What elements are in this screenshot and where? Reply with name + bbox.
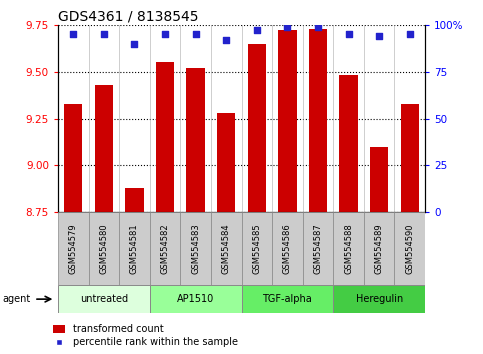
Bar [278,30,297,212]
Bar [217,113,235,212]
Point [70,31,77,37]
Text: GDS4361 / 8138545: GDS4361 / 8138545 [58,10,199,24]
Legend: transformed count, percentile rank within the sample: transformed count, percentile rank withi… [53,325,238,347]
Point [222,37,230,42]
Text: GSM554587: GSM554587 [313,223,323,274]
Text: TGF-alpha: TGF-alpha [262,294,313,304]
Bar [309,29,327,212]
Bar [400,104,419,212]
Point [375,33,383,39]
Text: GSM554589: GSM554589 [375,223,384,274]
Text: GSM554588: GSM554588 [344,223,353,274]
Bar [211,212,242,285]
Text: GSM554585: GSM554585 [252,223,261,274]
Bar [64,104,83,212]
Text: GSM554583: GSM554583 [191,223,200,274]
Bar [272,212,303,285]
Point [284,24,291,29]
Bar [95,85,113,212]
Text: GSM554579: GSM554579 [69,223,78,274]
Bar [150,285,242,313]
Text: AP1510: AP1510 [177,294,214,304]
Bar [125,188,143,212]
Bar [58,285,150,313]
Bar [186,68,205,212]
Bar [150,212,180,285]
Bar [180,212,211,285]
Point [130,41,138,46]
Bar [370,147,388,212]
Text: GSM554584: GSM554584 [222,223,231,274]
Bar [119,212,150,285]
Text: GSM554590: GSM554590 [405,223,414,274]
Bar [333,285,425,313]
Bar [242,285,333,313]
Point [406,31,413,37]
Text: GSM554580: GSM554580 [99,223,108,274]
Bar [58,212,88,285]
Bar [333,212,364,285]
Bar [340,75,358,212]
Point [253,28,261,33]
Bar [364,212,395,285]
Bar [248,44,266,212]
Text: GSM554586: GSM554586 [283,223,292,274]
Text: GSM554581: GSM554581 [130,223,139,274]
Bar [242,212,272,285]
Bar [88,212,119,285]
Point [100,31,108,37]
Bar [395,212,425,285]
Point [161,31,169,37]
Point [314,24,322,29]
Bar [303,212,333,285]
Text: agent: agent [2,294,30,304]
Point [345,31,353,37]
Text: Heregulin: Heregulin [355,294,403,304]
Point [192,31,199,37]
Text: GSM554582: GSM554582 [160,223,170,274]
Text: untreated: untreated [80,294,128,304]
Bar [156,62,174,212]
